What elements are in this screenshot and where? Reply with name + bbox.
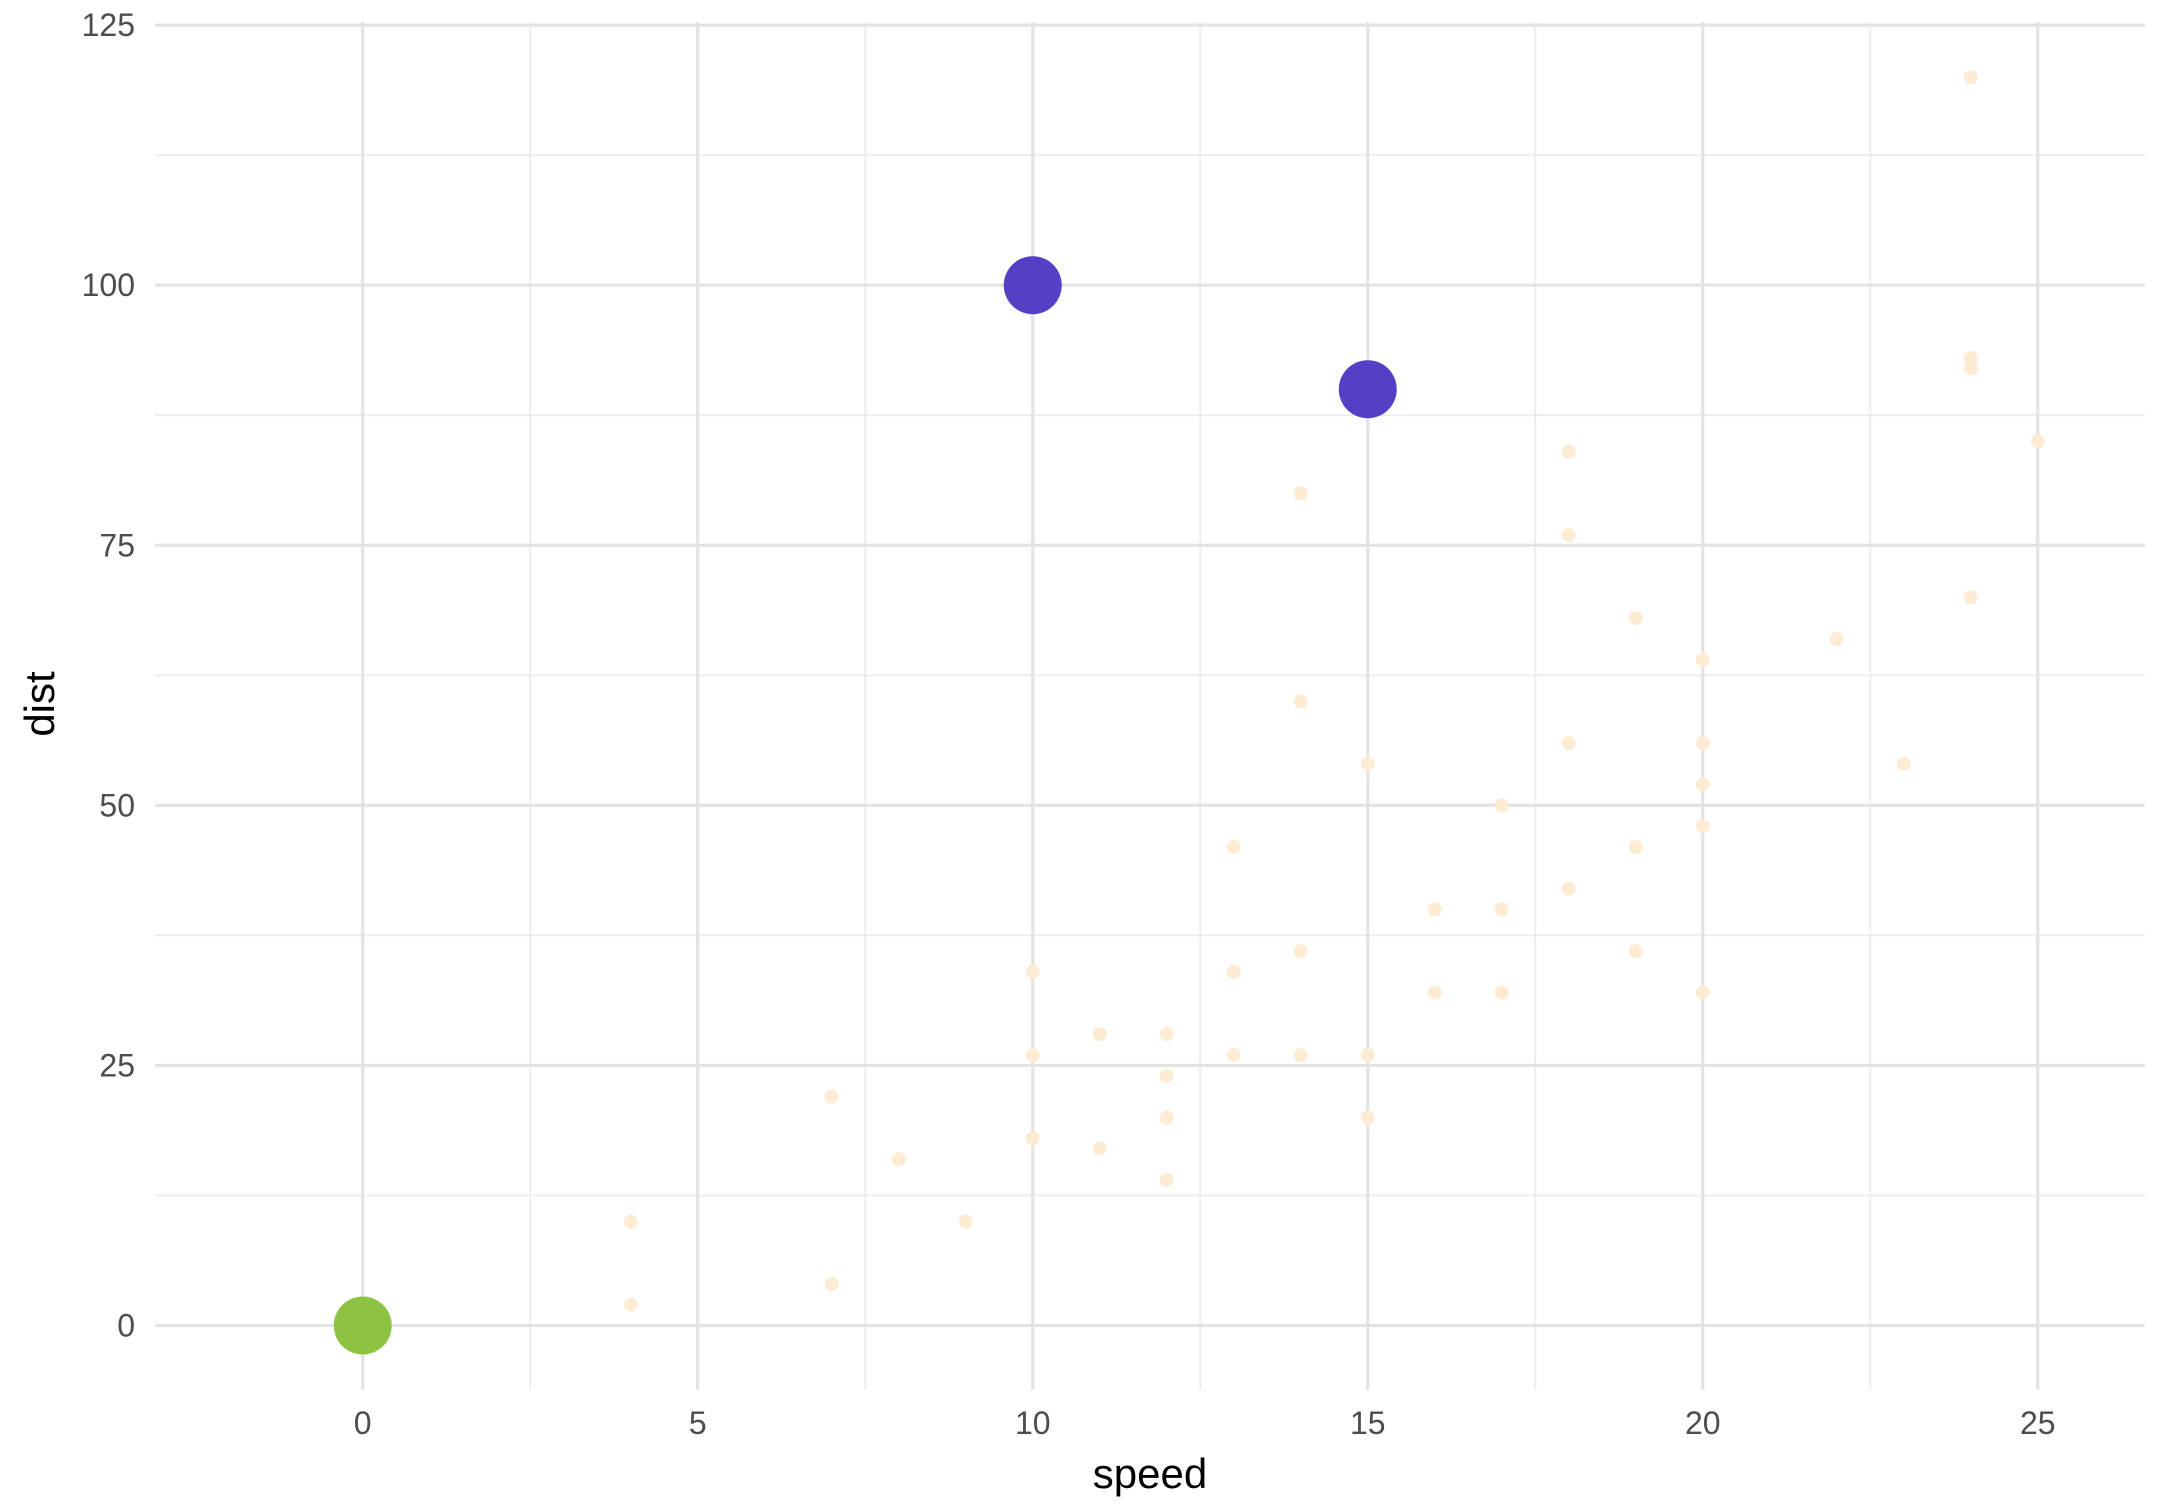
data-point bbox=[1226, 1048, 1241, 1063]
data-point bbox=[623, 1297, 638, 1312]
data-point bbox=[1360, 1048, 1375, 1063]
x-tick-label: 25 bbox=[2020, 1405, 2056, 1441]
data-point bbox=[1360, 756, 1375, 771]
highlight-point bbox=[333, 1296, 392, 1355]
x-axis-title: speed bbox=[1093, 1450, 1207, 1497]
data-point bbox=[1494, 902, 1509, 917]
data-point bbox=[1494, 985, 1509, 1000]
data-point bbox=[1695, 735, 1710, 750]
data-points bbox=[333, 70, 2045, 1355]
x-tick-label: 20 bbox=[1685, 1405, 1721, 1441]
data-point bbox=[1963, 590, 1978, 605]
y-axis-tick-labels: 0 25 50 75 100 125 bbox=[82, 7, 135, 1343]
data-point bbox=[1695, 819, 1710, 834]
data-point bbox=[824, 1089, 839, 1104]
data-point bbox=[2030, 434, 2045, 449]
data-point bbox=[1427, 902, 1442, 917]
data-point bbox=[1494, 798, 1509, 813]
data-point bbox=[1628, 839, 1643, 854]
data-point bbox=[1360, 1110, 1375, 1125]
data-point bbox=[1293, 486, 1308, 501]
data-point bbox=[1159, 1110, 1174, 1125]
data-point bbox=[1159, 1068, 1174, 1083]
data-point bbox=[1159, 1172, 1174, 1187]
data-point bbox=[1963, 361, 1978, 376]
x-tick-label: 10 bbox=[1015, 1405, 1051, 1441]
data-point bbox=[1695, 985, 1710, 1000]
y-tick-label: 25 bbox=[99, 1047, 135, 1083]
data-point bbox=[1561, 735, 1576, 750]
data-point bbox=[1092, 1141, 1107, 1156]
data-point bbox=[1025, 1048, 1040, 1063]
data-point bbox=[1092, 1027, 1107, 1042]
data-point bbox=[1025, 1131, 1040, 1146]
x-tick-label: 15 bbox=[1350, 1405, 1386, 1441]
data-point bbox=[1829, 631, 1844, 646]
data-point bbox=[1293, 694, 1308, 709]
data-point bbox=[1293, 943, 1308, 958]
y-axis-title: dist bbox=[16, 671, 63, 737]
x-tick-label: 5 bbox=[689, 1405, 707, 1441]
data-point bbox=[958, 1214, 973, 1229]
y-tick-label: 125 bbox=[82, 7, 135, 43]
data-point bbox=[623, 1214, 638, 1229]
data-point bbox=[1963, 70, 1978, 85]
data-point bbox=[1159, 1027, 1174, 1042]
data-point bbox=[1628, 943, 1643, 958]
highlight-point bbox=[1003, 256, 1062, 315]
data-point bbox=[891, 1152, 906, 1167]
data-point bbox=[1628, 611, 1643, 626]
data-point bbox=[1896, 756, 1911, 771]
y-tick-label: 0 bbox=[117, 1308, 135, 1344]
data-point bbox=[1427, 985, 1442, 1000]
data-point bbox=[1025, 964, 1040, 979]
grid bbox=[155, 22, 2145, 1390]
y-tick-label: 75 bbox=[99, 527, 135, 563]
data-point bbox=[1561, 881, 1576, 896]
x-axis-tick-labels: 0 5 10 15 20 25 bbox=[354, 1405, 2056, 1441]
data-point bbox=[1695, 652, 1710, 667]
data-point bbox=[1561, 527, 1576, 542]
data-point bbox=[1963, 351, 1978, 366]
data-point bbox=[1226, 964, 1241, 979]
highlight-point bbox=[1338, 360, 1397, 419]
data-point bbox=[1226, 839, 1241, 854]
data-point bbox=[824, 1276, 839, 1291]
y-tick-label: 100 bbox=[82, 267, 135, 303]
data-point bbox=[1293, 1048, 1308, 1063]
x-tick-label: 0 bbox=[354, 1405, 372, 1441]
data-point bbox=[1561, 444, 1576, 459]
data-point bbox=[1695, 777, 1710, 792]
y-tick-label: 50 bbox=[99, 787, 135, 823]
